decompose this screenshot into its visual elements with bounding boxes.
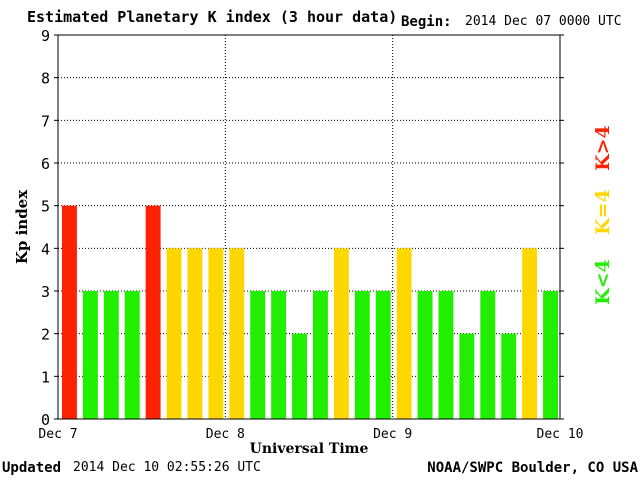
- kp-bar: [501, 333, 517, 419]
- updated-label: Updated: [2, 460, 62, 476]
- chart-title: Estimated Planetary K index (3 hour data…: [27, 8, 398, 26]
- kp-bar: [103, 291, 119, 419]
- kp-bar: [459, 333, 475, 419]
- kp-bar: [375, 291, 391, 419]
- source-credit: NOAA/SWPC Boulder, CO USA: [427, 460, 638, 476]
- kp-bar: [166, 248, 182, 419]
- kp-bar: [229, 248, 245, 419]
- kp-bar: [438, 291, 454, 419]
- kp-bar: [82, 291, 98, 419]
- kp-bar: [313, 291, 328, 419]
- legend-entry: K<4: [592, 259, 614, 305]
- y-tick-label: 7: [41, 112, 50, 130]
- kp-bar: [417, 291, 433, 419]
- kp-bar: [333, 248, 349, 419]
- kp-bar: [354, 291, 370, 419]
- begin-label: Begin:: [401, 14, 452, 30]
- y-tick-label: 0: [41, 411, 50, 429]
- grid-lines: [58, 35, 560, 419]
- y-tick-label: 1: [41, 368, 50, 386]
- y-tick-label: 6: [41, 155, 50, 173]
- legend: K<4 K=4 K>4: [592, 125, 614, 305]
- x-ticks: Dec 7 Dec 8 Dec 9 Dec 10: [38, 427, 583, 442]
- y-axis-label: Kp index: [13, 189, 31, 264]
- plot-frame: [57, 34, 561, 420]
- y-tick-label: 3: [41, 283, 50, 301]
- legend-entry: K>4: [592, 125, 614, 171]
- kp-bar: [145, 205, 161, 419]
- x-axis-label: Universal Time: [250, 441, 369, 457]
- y-tick-label: 5: [41, 198, 50, 216]
- kp-bar: [124, 291, 140, 419]
- x-tick-label: Dec 9: [373, 427, 412, 442]
- kp-bar: [250, 291, 266, 419]
- x-tick-label: Dec 10: [537, 427, 584, 442]
- kp-bar: [522, 248, 538, 419]
- kp-bar: [543, 291, 558, 419]
- kp-bar: [480, 291, 496, 419]
- x-tick-label: Dec 7: [38, 427, 77, 442]
- kp-bar: [208, 248, 224, 419]
- legend-entry: K=4: [592, 189, 614, 235]
- y-tick-label: 2: [41, 326, 50, 344]
- kp-bar: [62, 205, 77, 419]
- y-tick-label: 9: [41, 27, 50, 45]
- y-tick-label: 8: [41, 70, 50, 88]
- kp-bar: [187, 248, 203, 419]
- kp-bar: [396, 248, 412, 419]
- updated-value: 2014 Dec 10 02:55:26 UTC: [73, 460, 261, 475]
- x-tick-label: Dec 8: [206, 427, 245, 442]
- kp-bar: [292, 333, 307, 419]
- bars: [62, 205, 558, 419]
- begin-value: 2014 Dec 07 0000 UTC: [465, 14, 622, 29]
- y-tick-label: 4: [41, 240, 50, 258]
- y-ticks: 0 1 2 3 4 5 6 7 8 9: [41, 27, 564, 429]
- kp-bar: [271, 291, 287, 419]
